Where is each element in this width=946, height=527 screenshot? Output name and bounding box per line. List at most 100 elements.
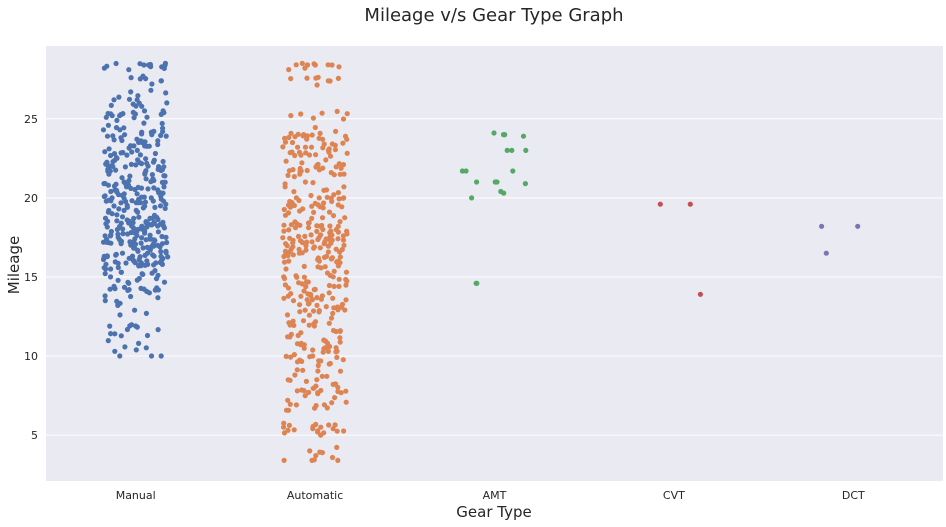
data-point-automatic bbox=[314, 295, 320, 301]
data-point-automatic bbox=[282, 135, 288, 141]
data-point-manual bbox=[107, 286, 113, 292]
data-point-automatic bbox=[294, 341, 301, 347]
data-point-automatic bbox=[305, 291, 311, 297]
data-point-automatic bbox=[344, 150, 350, 156]
data-point-automatic bbox=[312, 319, 319, 325]
data-point-manual bbox=[111, 151, 118, 157]
data-point-amt bbox=[473, 280, 479, 286]
data-point-automatic bbox=[343, 282, 349, 288]
data-point-automatic bbox=[302, 144, 309, 150]
data-point-manual bbox=[105, 168, 111, 174]
data-point-manual bbox=[138, 194, 145, 200]
data-point-manual bbox=[105, 338, 111, 344]
data-point-automatic bbox=[338, 390, 344, 396]
data-point-manual bbox=[159, 255, 165, 261]
data-point-automatic bbox=[287, 401, 293, 407]
data-point-automatic bbox=[311, 245, 317, 251]
data-point-automatic bbox=[312, 124, 318, 131]
data-point-automatic bbox=[337, 171, 343, 177]
data-point-manual bbox=[121, 191, 127, 197]
data-point-automatic bbox=[321, 241, 327, 247]
data-point-manual bbox=[150, 198, 156, 204]
data-point-automatic bbox=[313, 421, 319, 427]
data-point-manual bbox=[127, 173, 133, 179]
data-point-manual bbox=[128, 185, 134, 191]
data-point-manual bbox=[125, 287, 131, 293]
data-point-automatic bbox=[287, 377, 293, 383]
data-point-automatic bbox=[324, 270, 331, 276]
data-point-manual bbox=[139, 161, 145, 167]
data-point-automatic bbox=[344, 231, 350, 237]
data-point-automatic bbox=[316, 308, 322, 314]
data-point-manual bbox=[148, 179, 154, 185]
data-point-automatic bbox=[340, 237, 347, 243]
data-point-automatic bbox=[344, 278, 350, 284]
data-point-automatic bbox=[286, 320, 292, 326]
data-point-automatic bbox=[337, 335, 343, 341]
data-point-automatic bbox=[336, 64, 342, 70]
data-point-manual bbox=[101, 193, 107, 200]
data-point-manual bbox=[158, 249, 164, 255]
data-point-automatic bbox=[332, 147, 338, 153]
data-points bbox=[100, 60, 861, 463]
data-point-manual bbox=[160, 108, 166, 114]
data-point-manual bbox=[102, 271, 108, 277]
data-point-manual bbox=[113, 167, 119, 173]
data-point-automatic bbox=[333, 345, 339, 351]
data-point-automatic bbox=[297, 357, 303, 363]
data-point-automatic bbox=[338, 165, 344, 171]
data-point-automatic bbox=[329, 62, 335, 68]
grid-lines bbox=[46, 118, 943, 436]
data-point-manual bbox=[138, 263, 144, 269]
data-point-manual bbox=[113, 155, 120, 161]
data-point-automatic bbox=[340, 116, 347, 122]
data-point-manual bbox=[126, 67, 132, 73]
data-point-manual bbox=[154, 285, 160, 291]
data-point-manual bbox=[105, 122, 111, 128]
data-point-automatic bbox=[291, 202, 297, 209]
data-point-manual bbox=[135, 209, 141, 215]
data-point-automatic bbox=[321, 141, 327, 147]
data-point-automatic bbox=[284, 312, 291, 318]
data-point-manual bbox=[125, 231, 131, 237]
data-point-manual bbox=[132, 186, 138, 193]
data-point-automatic bbox=[280, 144, 286, 150]
data-point-manual bbox=[148, 353, 155, 359]
data-point-manual bbox=[129, 198, 135, 204]
data-point-manual bbox=[103, 221, 109, 227]
data-point-amt bbox=[492, 179, 498, 185]
data-point-automatic bbox=[297, 208, 303, 214]
data-point-manual bbox=[116, 206, 122, 212]
data-point-automatic bbox=[303, 247, 309, 253]
data-point-automatic bbox=[299, 250, 305, 256]
data-point-manual bbox=[117, 312, 123, 318]
data-point-manual bbox=[108, 111, 114, 117]
data-point-automatic bbox=[304, 136, 310, 142]
data-point-manual bbox=[155, 229, 161, 235]
data-point-manual bbox=[137, 254, 143, 260]
data-point-manual bbox=[103, 114, 109, 120]
data-point-automatic bbox=[292, 219, 298, 225]
data-point-automatic bbox=[308, 192, 314, 199]
data-point-automatic bbox=[314, 302, 320, 308]
data-point-automatic bbox=[330, 213, 337, 219]
data-point-automatic bbox=[313, 152, 319, 158]
data-point-manual bbox=[150, 215, 156, 221]
data-point-automatic bbox=[341, 242, 347, 248]
data-point-manual bbox=[110, 163, 116, 169]
data-point-manual bbox=[107, 233, 114, 239]
data-point-automatic bbox=[325, 62, 331, 68]
data-point-manual bbox=[160, 129, 166, 135]
data-point-automatic bbox=[329, 256, 335, 262]
data-point-automatic bbox=[302, 307, 308, 313]
data-point-automatic bbox=[288, 222, 294, 228]
data-point-manual bbox=[148, 129, 154, 135]
data-point-manual bbox=[137, 152, 143, 158]
data-point-manual bbox=[119, 214, 126, 220]
data-point-automatic bbox=[333, 246, 339, 252]
data-point-automatic bbox=[281, 206, 287, 213]
data-point-automatic bbox=[285, 427, 291, 433]
data-point-manual bbox=[122, 344, 128, 350]
data-point-automatic bbox=[336, 276, 342, 282]
data-point-manual bbox=[136, 275, 142, 282]
